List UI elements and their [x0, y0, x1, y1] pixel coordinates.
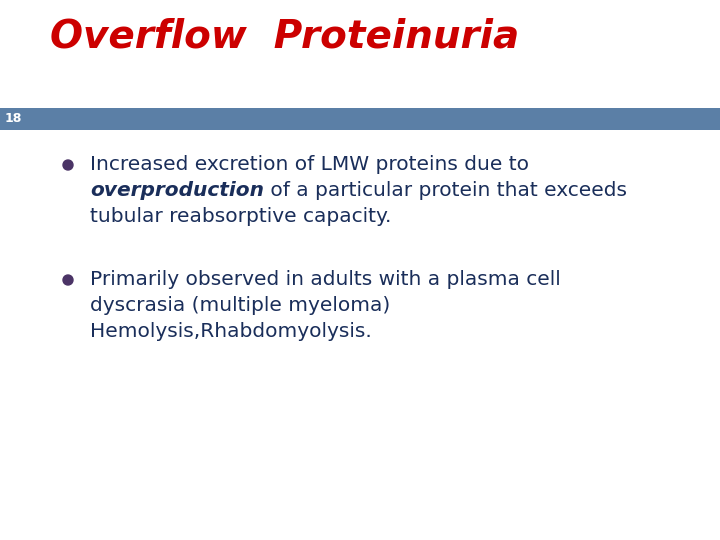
Text: Overflow  Proteinuria: Overflow Proteinuria [50, 18, 519, 56]
Text: dyscrasia (multiple myeloma): dyscrasia (multiple myeloma) [90, 296, 390, 315]
Text: 18: 18 [5, 112, 22, 125]
Text: of a particular protein that exceeds: of a particular protein that exceeds [264, 181, 627, 200]
Bar [0, 108, 38, 130]
Text: Hemolysis,Rhabdomyolysis.: Hemolysis,Rhabdomyolysis. [90, 322, 372, 341]
Circle shape [63, 275, 73, 285]
Text: Increased excretion of LMW proteins due to: Increased excretion of LMW proteins due … [90, 155, 529, 174]
Text: Primarily observed in adults with a plasma cell: Primarily observed in adults with a plas… [90, 270, 561, 289]
Bar [0, 108, 720, 130]
Text: tubular reabsorptive capacity.: tubular reabsorptive capacity. [90, 207, 392, 226]
Text: overproduction: overproduction [90, 181, 264, 200]
Circle shape [63, 160, 73, 170]
